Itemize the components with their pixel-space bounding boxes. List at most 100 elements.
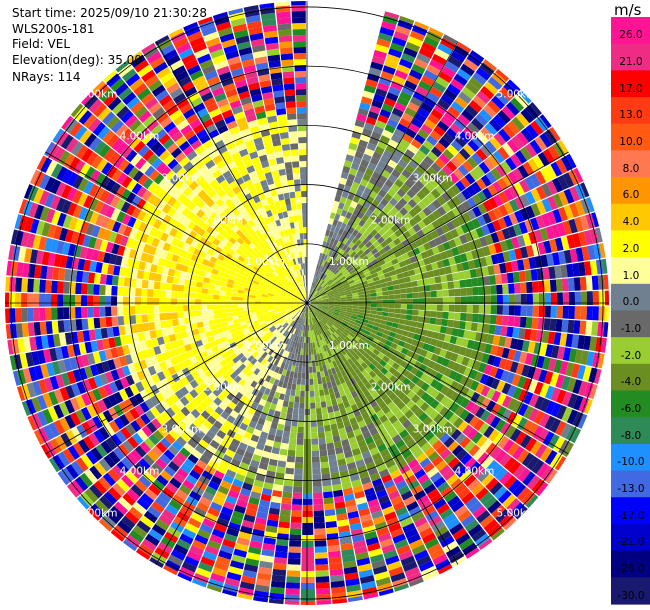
ray-gate: [221, 351, 230, 360]
ray-gate: [103, 454, 116, 468]
ray-gate: [92, 415, 104, 429]
ray-gate: [357, 291, 365, 296]
ray-gate: [348, 142, 358, 151]
ray-gate: [216, 343, 225, 350]
ray-gate: [482, 187, 493, 200]
ray-gate: [50, 179, 62, 195]
ray-gate: [426, 248, 435, 257]
ray-gate: [404, 80, 418, 91]
ray-gate: [250, 401, 259, 410]
ray-gate: [357, 372, 365, 380]
ray-gate: [396, 255, 404, 263]
ray-gate: [371, 359, 380, 367]
ray-gate: [390, 326, 398, 333]
ray-gate: [18, 198, 28, 215]
ray-gate: [199, 496, 212, 507]
ray-gate: [444, 231, 454, 241]
ray-gate: [285, 588, 300, 595]
ray-gate: [308, 293, 312, 300]
ray-gate: [379, 323, 386, 330]
ray-gate: [167, 217, 177, 228]
ray-gate: [359, 102, 371, 111]
ray-gate: [298, 408, 305, 415]
ray-gate: [276, 539, 289, 547]
ray-gate: [442, 540, 458, 553]
ray-gate: [552, 142, 566, 158]
ray-gate: [408, 208, 418, 218]
ray-gate: [348, 279, 355, 285]
ray-gate: [483, 276, 491, 286]
ray-gate: [136, 198, 147, 210]
ray-gate: [387, 444, 398, 454]
ray-gate: [414, 516, 428, 528]
ray-gate: [250, 491, 262, 500]
ray-gate: [79, 221, 90, 234]
ray-gate: [151, 501, 165, 514]
ray-gate: [165, 386, 175, 397]
ray-gate: [88, 236, 97, 249]
ray-gate: [302, 306, 306, 313]
ray-gate: [294, 462, 303, 469]
ray-gate: [549, 418, 562, 433]
ray-gate: [395, 211, 404, 221]
ray-gate: [396, 400, 406, 410]
ray-gate: [291, 300, 298, 303]
ray-gate: [295, 310, 301, 316]
ray-gate: [144, 488, 158, 501]
ray-gate: [228, 521, 241, 532]
ray-gate: [285, 305, 292, 308]
ray-gate: [424, 431, 435, 442]
ray-gate: [157, 211, 167, 222]
ray-gate: [254, 325, 262, 331]
ray-gate: [311, 432, 318, 439]
ray-gate: [237, 269, 245, 276]
ray-gate: [130, 352, 139, 363]
ray-gate: [23, 184, 34, 200]
ray-gate: [159, 453, 172, 466]
ray-gate: [300, 306, 305, 311]
ray-gate: [232, 315, 239, 320]
ray-gate: [352, 156, 362, 165]
ray-gate: [331, 286, 338, 291]
ray-gate: [327, 310, 334, 314]
ray-gate: [176, 203, 187, 214]
ray-gate: [103, 92, 118, 107]
ray-gate: [558, 191, 569, 206]
ray-gate: [421, 532, 437, 544]
ray-gate: [193, 233, 203, 242]
ray-gate: [578, 231, 588, 247]
ray-gate: [450, 391, 460, 402]
ray-gate: [160, 165, 172, 177]
ray-gate: [221, 340, 230, 348]
ray-gate: [116, 346, 125, 357]
ray-gate: [231, 345, 240, 353]
ray-gate: [484, 140, 497, 154]
ray-gate: [260, 554, 274, 563]
ray-gate: [503, 215, 513, 228]
ray-gate: [333, 339, 339, 346]
ray-gate: [350, 403, 359, 412]
ray-gate: [549, 372, 560, 387]
ray-gate: [563, 188, 575, 204]
ray-gate: [425, 375, 434, 386]
ray-gate: [242, 382, 251, 391]
ray-gate: [371, 510, 384, 520]
ray-gate: [300, 390, 305, 397]
ray-gate: [262, 312, 269, 316]
ray-gate: [251, 268, 258, 275]
ray-gate: [232, 284, 240, 290]
ray-gate: [270, 421, 278, 430]
ray-gate: [60, 345, 70, 359]
ray-gate: [439, 464, 452, 477]
ray-gate: [210, 410, 221, 420]
ray-gate: [129, 466, 143, 480]
ray-gate: [86, 295, 94, 307]
ray-gate: [388, 303, 395, 309]
ray-gate: [524, 269, 532, 282]
ray-gate: [397, 323, 405, 330]
ray-gate: [326, 329, 332, 336]
ray-gate: [181, 352, 190, 361]
ray-gate: [568, 291, 575, 305]
ray-gate: [301, 558, 315, 565]
ray-gate: [234, 504, 246, 514]
